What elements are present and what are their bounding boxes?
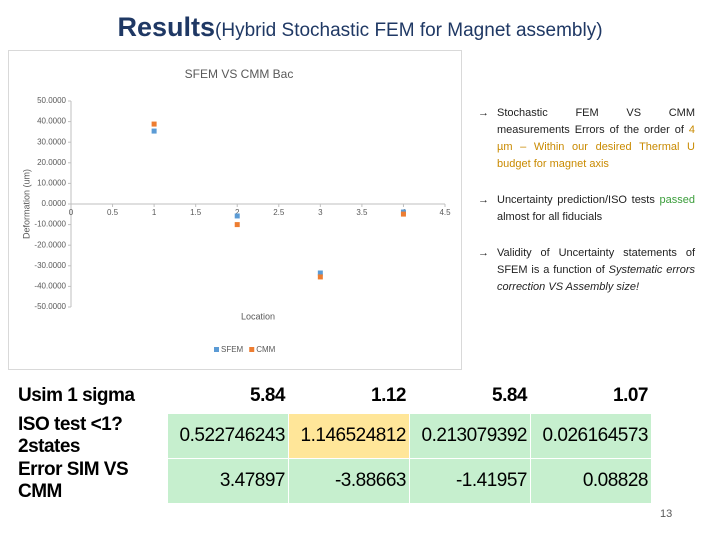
y-tick-label: -30.0000	[34, 261, 66, 270]
table-cell: Error SIM VS CMM	[14, 458, 168, 504]
table-row: Error SIM VS CMM 3.47897 -3.88663 -1.41957 0…	[14, 458, 652, 504]
bullet-highlight: 4 µm – Within our desired Thermal U budg…	[497, 124, 695, 170]
table-cell: -3.88663	[288, 458, 410, 504]
point	[234, 222, 240, 228]
legend-swatch	[214, 347, 219, 352]
table-cell: 0.522746243	[167, 413, 289, 459]
y-tick-label: -20.0000	[34, 240, 66, 249]
point	[234, 213, 240, 219]
table-cell: 3.47897	[167, 458, 289, 504]
table-cell: 1.12	[288, 378, 410, 414]
legend-label: CMM	[256, 345, 275, 354]
x-tick-label: 3.5	[356, 208, 368, 217]
x-tick-label: 1	[152, 208, 157, 217]
table-cell: 5.84	[167, 378, 289, 414]
point	[400, 211, 406, 217]
table-cell: 0.213079392	[409, 413, 531, 459]
chart: SFEM VS CMM Bac Deformation (um) Locatio…	[8, 50, 462, 370]
legend-label: SFEM	[221, 345, 244, 354]
page-number: 13	[660, 508, 673, 520]
bullet: Stochastic FEM VS CMM measurements Error…	[478, 105, 695, 173]
bullet-highlight: passed	[659, 194, 695, 206]
title-rest: (Hybrid Stochastic FEM for Magnet assemb…	[215, 20, 603, 41]
slide-title: Results(Hybrid Stochastic FEM for Magnet…	[0, 12, 720, 43]
table-cell: ISO test <1? 2states	[14, 413, 168, 459]
y-tick-label: -50.0000	[34, 302, 66, 311]
y-tick-label: -40.0000	[34, 282, 66, 291]
table-cell: -1.41957	[409, 458, 531, 504]
table-cell: Usim 1 sigma	[14, 378, 168, 414]
x-tick-label: 4.5	[439, 208, 451, 217]
table-row: Usim 1 sigma 5.84 1.12 5.84 1.07	[14, 378, 652, 414]
x-tick-label: 0.5	[107, 208, 119, 217]
title-bold: Results	[117, 12, 216, 42]
table-cell: 0.026164573	[530, 413, 652, 459]
x-tick-label: 3	[318, 208, 323, 217]
x-axis-label: Location	[241, 311, 275, 321]
table-cell: 0.08828	[530, 458, 652, 504]
y-tick-label: 50.0000	[37, 96, 66, 105]
bullet-text: Validity of Uncertainty statements of SF…	[497, 247, 695, 276]
bullet: Uncertainty prediction/ISO tests passed …	[478, 192, 695, 226]
y-tick-label: -10.0000	[34, 220, 66, 229]
y-axis-label: Deformation (um)	[21, 169, 31, 239]
table-row: ISO test <1? 2states 0.522746243 1.1465248…	[14, 413, 652, 459]
bullet-text: Stochastic FEM VS CMM measurements Error…	[497, 107, 695, 136]
x-tick-label: 2	[235, 208, 240, 217]
y-tick-label: 40.0000	[37, 117, 66, 126]
point	[151, 121, 157, 127]
bullet-text: almost for all fiducials	[497, 211, 603, 223]
chart-title: SFEM VS CMM Bac	[185, 67, 294, 81]
bullet-text: Uncertainty prediction/ISO tests	[497, 194, 660, 206]
x-tick-label: 0	[69, 208, 74, 217]
y-tick-label: 30.0000	[37, 137, 66, 146]
x-tick-label: 2.5	[273, 208, 285, 217]
x-tick-label: 1.5	[190, 208, 202, 217]
table-cell: 5.84	[409, 378, 531, 414]
point	[317, 274, 323, 280]
bullet-list: Stochastic FEM VS CMM measurements Error…	[478, 105, 695, 315]
table-cell: 1.146524812	[288, 413, 410, 459]
y-tick-label: 0.0000	[42, 199, 67, 208]
bullet: Validity of Uncertainty statements of SF…	[478, 245, 695, 296]
results-table: Usim 1 sigma 5.84 1.12 5.84 1.07 ISO test <1?…	[14, 378, 652, 504]
bullet-emphasis: Systematic errors correction VS Assembly…	[497, 264, 695, 293]
y-tick-label: 20.0000	[37, 158, 66, 167]
table-cell: 1.07	[530, 378, 652, 414]
legend-swatch	[249, 347, 255, 352]
point	[317, 270, 323, 276]
y-tick-label: 10.0000	[37, 179, 66, 188]
point	[151, 128, 157, 134]
